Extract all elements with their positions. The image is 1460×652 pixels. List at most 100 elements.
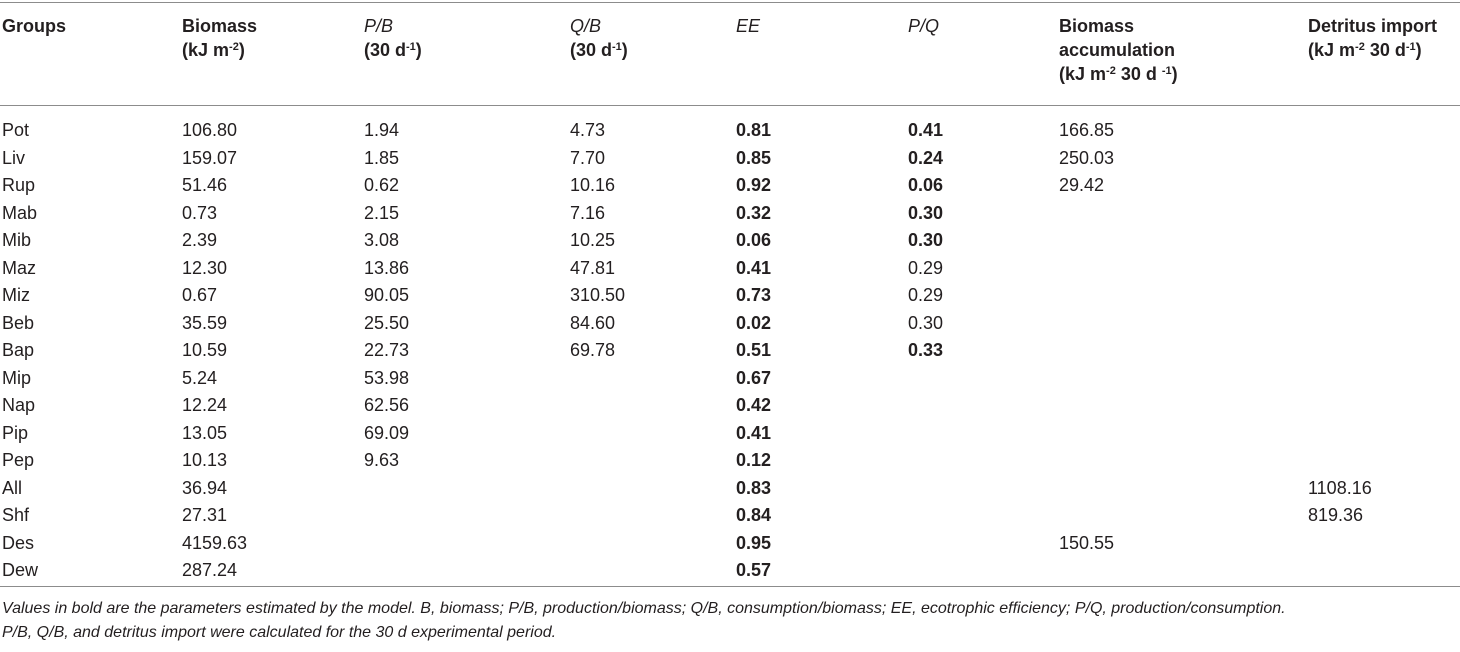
cell-ee: 0.42: [736, 395, 772, 415]
cell-pb: 22.73: [364, 340, 410, 360]
cell-biomass: 13.05: [182, 422, 228, 443]
cell-group: Nap: [2, 395, 36, 415]
table-bottom-rule: [0, 586, 1460, 587]
table-row: Beb 35.59 25.50 84.60 0.02 0.30: [0, 310, 1460, 338]
cell-group: Liv: [2, 147, 26, 168]
cell-group: Mib: [2, 230, 32, 250]
cell-pq: 0.29: [908, 257, 944, 278]
cell-pq: 0.30: [908, 202, 944, 223]
cell-pb: 9.63: [364, 450, 400, 470]
cell-ee: 0.73: [736, 285, 772, 305]
cell-qb: 10.16: [570, 175, 616, 195]
table-footnote: Values in bold are the parameters estima…: [2, 597, 1458, 645]
cell-biomass-accumulation: 29.42: [1059, 175, 1105, 195]
cell-pq: 0.41: [908, 120, 944, 140]
cell-group: Miz: [2, 285, 30, 305]
cell-ee: 0.84: [736, 505, 772, 525]
cell-ee: 0.51: [736, 340, 772, 360]
table-row: Bap 10.59 22.73 69.78 0.51 0.33: [0, 337, 1460, 365]
cell-qb: 84.60: [570, 312, 616, 333]
cell-biomass: 0.67: [182, 285, 218, 305]
header-pq: P/Q: [908, 16, 940, 36]
cell-group: Mip: [2, 367, 32, 388]
cell-group: All: [2, 477, 23, 498]
cell-pb: 62.56: [364, 395, 410, 415]
cell-biomass: 12.30: [182, 257, 228, 278]
cell-ee: 0.41: [736, 257, 772, 278]
cell-pq: 0.24: [908, 147, 944, 168]
table-row: Mip 5.24 53.98 0.67: [0, 365, 1460, 393]
table-row: All 36.94 0.83 1108.16: [0, 475, 1460, 503]
cell-ee: 0.92: [736, 175, 772, 195]
cell-qb: 7.16: [570, 202, 606, 223]
table-row: Liv 159.07 1.85 7.70 0.85 0.24 250.03: [0, 145, 1460, 173]
cell-ee: 0.06: [736, 230, 772, 250]
cell-pb: 13.86: [364, 257, 410, 278]
cell-pb: 2.15: [364, 202, 400, 223]
cell-group: Des: [2, 532, 35, 553]
header-groups: Groups: [2, 16, 67, 36]
cell-detritus-import: 819.36: [1308, 505, 1364, 525]
cell-biomass: 12.24: [182, 395, 228, 415]
table-row: Des 4159.63 0.95 150.55: [0, 530, 1460, 558]
cell-group: Dew: [2, 560, 39, 580]
cell-biomass: 106.80: [182, 120, 238, 140]
cell-detritus-import: 1108.16: [1308, 477, 1372, 498]
cell-ee: 0.12: [736, 450, 772, 470]
table-top-rule: [0, 2, 1460, 3]
cell-ee: 0.95: [736, 532, 772, 553]
cell-biomass: 10.13: [182, 450, 228, 470]
cell-qb: 7.70: [570, 147, 606, 168]
header-biomass: Biomass (kJ m-2): [182, 16, 258, 60]
cell-ee: 0.85: [736, 147, 772, 168]
footnote-line-2: P/B, Q/B, and detritus import were calcu…: [2, 624, 557, 641]
cell-pb: 69.09: [364, 422, 410, 443]
cell-group: Bap: [2, 340, 35, 360]
cell-ee: 0.02: [736, 312, 772, 333]
cell-group: Shf: [2, 505, 30, 525]
cell-qb: 69.78: [570, 340, 616, 360]
table-row: Miz 0.67 90.05 310.50 0.73 0.29: [0, 282, 1460, 310]
header-qb: Q/B (30 d-1): [570, 16, 628, 60]
cell-pq: 0.30: [908, 312, 944, 333]
table-header-rule: [0, 105, 1460, 106]
cell-group: Pep: [2, 450, 35, 470]
table-row: Pip 13.05 69.09 0.41: [0, 420, 1460, 448]
table-row: Pep 10.13 9.63 0.12: [0, 447, 1460, 475]
cell-pb: 1.94: [364, 120, 400, 140]
cell-pb: 3.08: [364, 230, 400, 250]
table-row: Mab 0.73 2.15 7.16 0.32 0.30: [0, 200, 1460, 228]
cell-ee: 0.41: [736, 422, 772, 443]
cell-biomass: 10.59: [182, 340, 228, 360]
table-row: Rup 51.46 0.62 10.16 0.92 0.06 29.42: [0, 172, 1460, 200]
header-ee: EE: [736, 16, 761, 36]
cell-biomass: 0.73: [182, 202, 218, 223]
cell-biomass-accumulation: 150.55: [1059, 532, 1115, 553]
cell-biomass: 4159.63: [182, 532, 248, 553]
cell-biomass: 35.59: [182, 312, 228, 333]
cell-ee: 0.57: [736, 560, 772, 580]
cell-pb: 25.50: [364, 312, 410, 333]
cell-biomass: 36.94: [182, 477, 228, 498]
cell-group: Rup: [2, 175, 36, 195]
cell-group: Pip: [2, 422, 29, 443]
cell-biomass-accumulation: 250.03: [1059, 147, 1115, 168]
cell-biomass: 287.24: [182, 560, 238, 580]
cell-group: Mab: [2, 202, 38, 223]
cell-biomass: 2.39: [182, 230, 218, 250]
table-row: Shf 27.31 0.84 819.36: [0, 502, 1460, 530]
cell-qb: 4.73: [570, 120, 606, 140]
header-biomass-accumulation: Biomass accumulation (kJ m-2 30 d -1): [1059, 16, 1178, 84]
cell-pb: 90.05: [364, 285, 410, 305]
table-row: Pot 106.80 1.94 4.73 0.81 0.41 166.85: [0, 117, 1460, 145]
cell-ee: 0.83: [736, 477, 772, 498]
table-row: Mib 2.39 3.08 10.25 0.06 0.30: [0, 227, 1460, 255]
cell-ee: 0.81: [736, 120, 772, 140]
cell-biomass-accumulation: 166.85: [1059, 120, 1115, 140]
cell-group: Pot: [2, 120, 30, 140]
cell-biomass: 5.24: [182, 367, 218, 388]
cell-biomass: 51.46: [182, 175, 228, 195]
cell-pq: 0.33: [908, 340, 944, 360]
cell-ee: 0.32: [736, 202, 772, 223]
cell-qb: 10.25: [570, 230, 616, 250]
